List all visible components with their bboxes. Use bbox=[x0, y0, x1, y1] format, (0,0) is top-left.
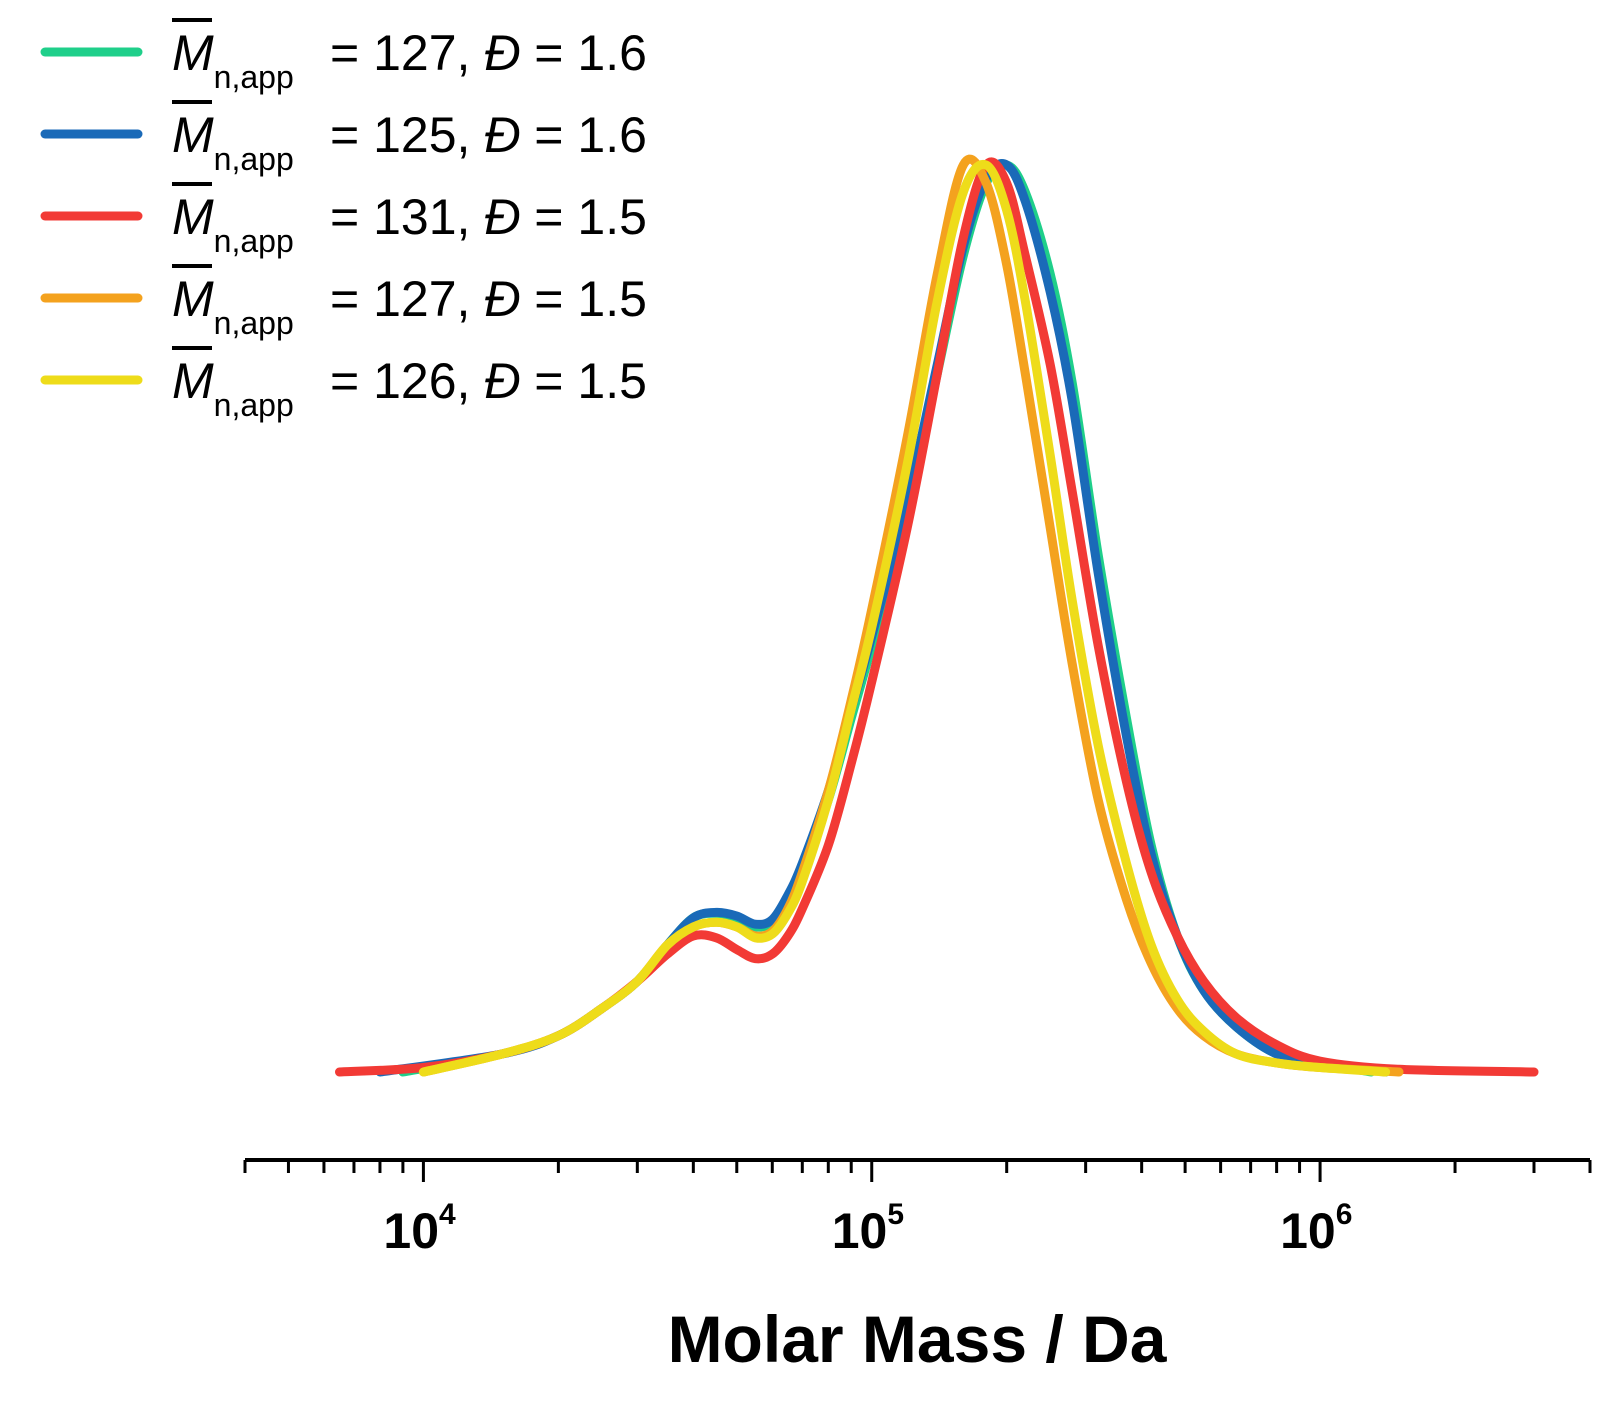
legend-label: Mn,app = 127, Đ = 1.6 bbox=[172, 25, 647, 95]
legend-item: Mn,app = 125, Đ = 1.6 bbox=[40, 100, 647, 177]
legend-item: Mn,app = 127, Đ = 1.5 bbox=[40, 264, 647, 341]
x-tick-label: 104 bbox=[383, 1198, 456, 1259]
x-axis-tick-labels: 104 105 106 bbox=[383, 1198, 1352, 1259]
legend-label: Mn,app = 131, Đ = 1.5 bbox=[172, 189, 647, 259]
legend-label: Mn,app = 125, Đ = 1.6 bbox=[172, 107, 647, 177]
plot-area bbox=[335, 154, 1539, 1077]
legend-item: Mn,app = 126, Đ = 1.5 bbox=[40, 346, 647, 423]
legend-item: Mn,app = 127, Đ = 1.6 bbox=[40, 18, 647, 95]
legend-label: Mn,app = 126, Đ = 1.5 bbox=[172, 353, 647, 423]
legend: Mn,app = 127, Đ = 1.6 Mn,app = 125, Đ = 1.6… bbox=[40, 18, 647, 423]
x-axis-title: Molar Mass / Da bbox=[668, 1302, 1168, 1376]
legend-item: Mn,app = 131, Đ = 1.5 bbox=[40, 182, 647, 259]
legend-label: Mn,app = 127, Đ = 1.5 bbox=[172, 271, 647, 341]
x-axis-ticks bbox=[243, 1160, 1592, 1182]
x-axis: 104 105 106 bbox=[243, 1158, 1592, 1259]
series-line-3 bbox=[335, 157, 1539, 1077]
x-tick-label: 105 bbox=[832, 1198, 904, 1259]
series-line-5 bbox=[418, 159, 1391, 1077]
x-tick-label: 106 bbox=[1280, 1198, 1352, 1259]
